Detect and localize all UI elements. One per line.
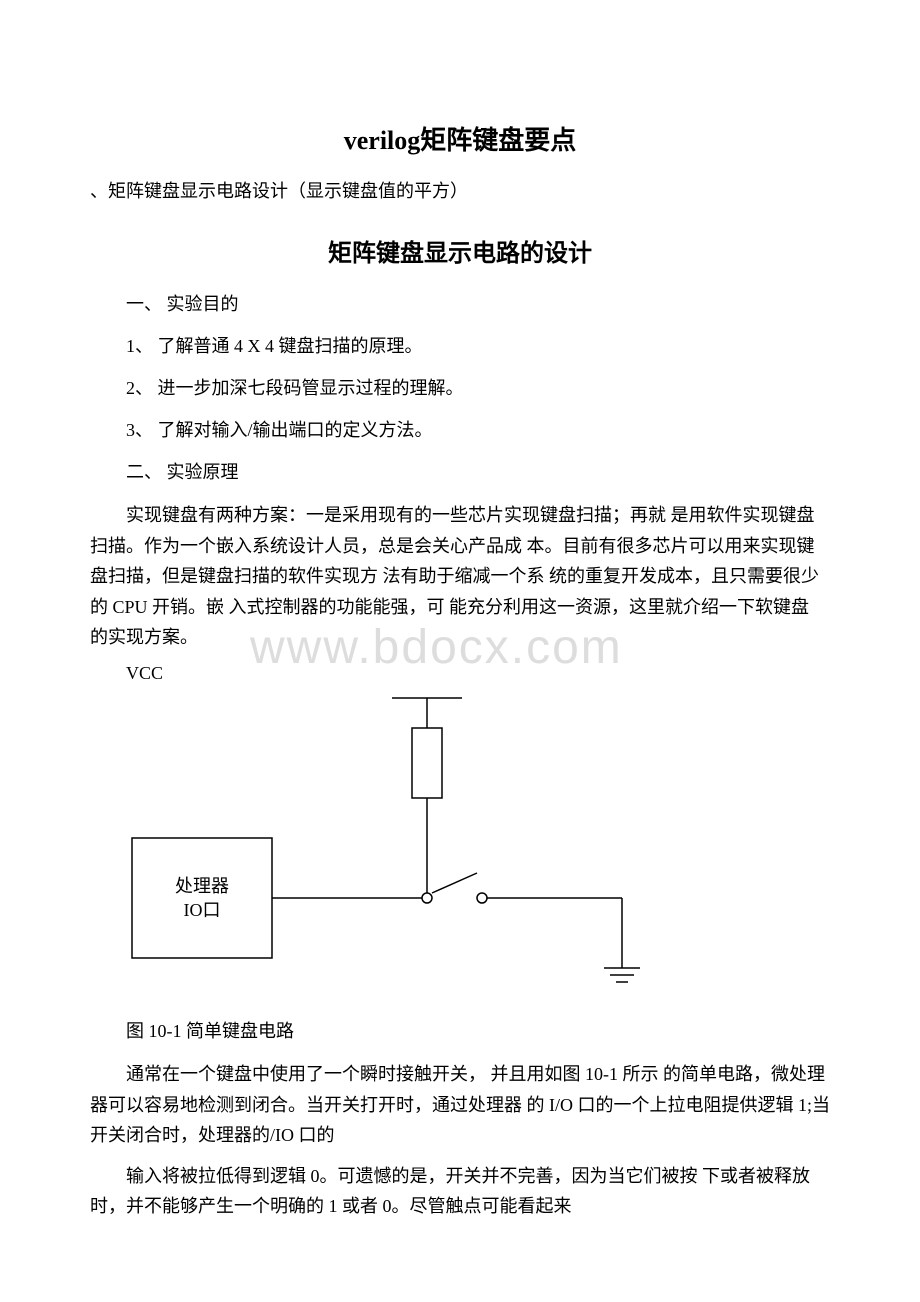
figure-caption: 图 10-1 简单键盘电路 xyxy=(90,1017,830,1043)
principle-paragraph: 实现键盘有两种方案：一是采用现有的一些芯片实现键盘扫描；再就 是用软件实现键盘扫… xyxy=(90,500,830,653)
after-paragraph-2: 输入将被拉低得到逻辑 0。可遗憾的是，开关并不完善，因为当它们被按 下或者被释放… xyxy=(90,1161,830,1222)
vcc-label: VCC xyxy=(90,663,830,684)
section-title: 矩阵键盘显示电路的设计 xyxy=(90,233,830,268)
purpose-item-2: 2、 进一步加深七段码管显示过程的理解。 xyxy=(90,374,830,400)
purpose-item-1: 1、 了解普通 4 X 4 键盘扫描的原理。 xyxy=(90,332,830,358)
heading-purpose: 一、 实验目的 xyxy=(90,290,830,316)
after-paragraph-1: 通常在一个键盘中使用了一个瞬时接触开关， 并且用如图 10-1 所示 的简单电路… xyxy=(90,1059,830,1151)
main-title: verilog矩阵键盘要点 xyxy=(90,120,830,157)
svg-text:处理器: 处理器 xyxy=(175,876,229,896)
purpose-item-3: 3、 了解对输入/输出端口的定义方法。 xyxy=(90,416,830,442)
circuit-svg: 处理器 IO口 xyxy=(122,688,642,998)
subtitle-line: 、矩阵键盘显示电路设计（显示键盘值的平方） xyxy=(90,177,830,203)
circuit-diagram: 处理器 IO口 xyxy=(122,688,830,1003)
svg-text:IO口: IO口 xyxy=(184,900,221,920)
heading-principle: 二、 实验原理 xyxy=(90,458,830,484)
